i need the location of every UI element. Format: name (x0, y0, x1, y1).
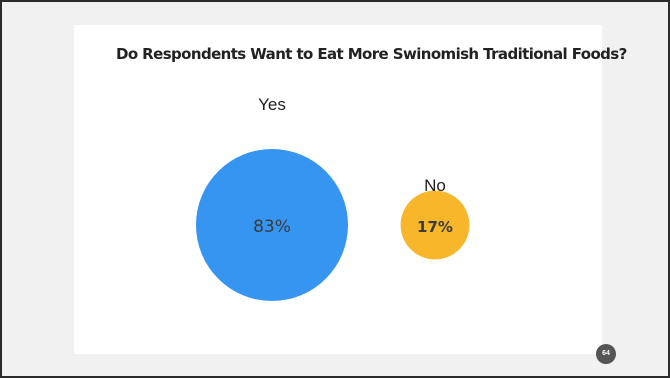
slice-value-label-no: 17% (417, 218, 453, 236)
page-number-badge: 64 (596, 344, 616, 364)
pie-slice-yes (196, 149, 348, 301)
chart-title: Do Respondents Want to Eat More Swinomis… (116, 45, 627, 63)
pie-slice-no (400, 190, 470, 260)
slice-category-label-no: No (424, 176, 446, 195)
slice-category-label-yes: Yes (258, 95, 286, 114)
slice-value-label-yes: 83% (253, 217, 291, 237)
